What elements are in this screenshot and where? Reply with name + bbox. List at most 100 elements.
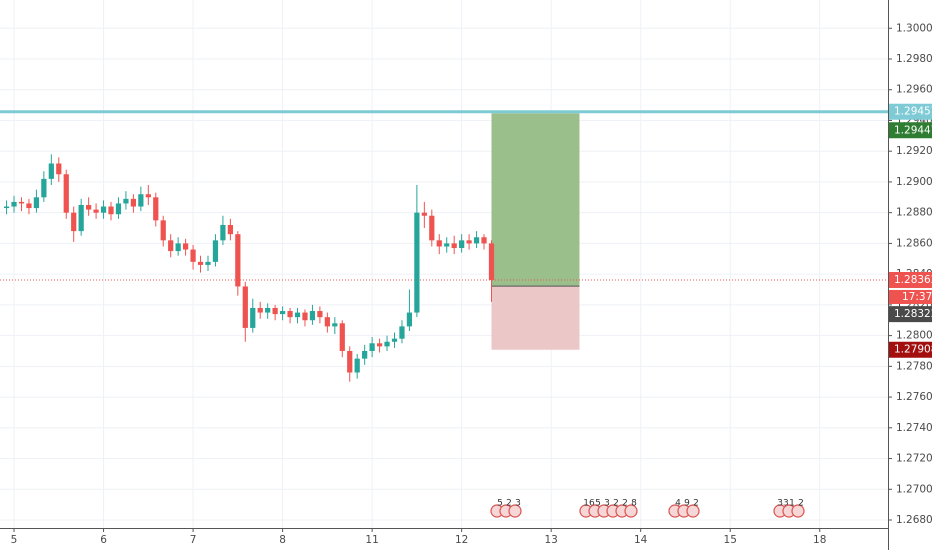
candle-body [488,243,495,280]
event-label: 9 [684,499,690,509]
event-label: 3 [515,499,521,509]
candle-body [93,209,99,213]
candle-body [279,311,286,315]
event-label: 2 [613,499,619,509]
candle-body [145,194,151,198]
x-tick-label: 14 [634,534,648,546]
event-label: 33 [777,499,788,509]
candle-body [220,224,226,241]
entry-label: 1.28322 [894,308,932,320]
candle-body [227,224,233,235]
candle-body [287,311,293,318]
profit-zone [491,113,580,287]
y-tick-label: 1.29600 [896,84,932,96]
candle-body [197,261,204,265]
x-tick-label: 15 [724,534,737,546]
candle-body [138,194,144,207]
candle-body [153,197,159,221]
event-label: 8 [631,499,637,509]
candle-body [250,307,256,328]
x-tick-label: 12 [455,534,468,546]
candle-body [399,326,405,339]
y-tick-label: 1.27800 [896,360,932,372]
candle-body [33,197,40,209]
candle-body [175,243,181,252]
event-label: 5 [595,499,601,509]
price-label-bg [889,271,932,288]
stop-label-bg [889,341,932,358]
y-tick-label: 1.28600 [896,237,932,249]
candle-body [123,198,129,204]
candle-body [429,215,435,241]
candle-body [115,203,122,215]
candle-body [384,341,390,347]
candle-body [41,178,47,198]
candle-body [56,163,62,175]
candle-body [86,204,92,210]
y-tick-label: 1.27400 [896,422,932,434]
candle-body [421,212,427,216]
candle-body [168,240,174,252]
candle-body [108,206,114,215]
candle-body [71,212,77,232]
x-tick-label: 7 [190,534,197,546]
candle-body [63,174,69,213]
candle-body [354,358,360,373]
candle-body [294,312,301,318]
candle-body [324,317,330,327]
candle-body [362,350,368,359]
candle-body [26,203,32,209]
candle-body [18,201,25,204]
event-label: 16 [583,499,595,509]
event-icon [624,504,638,518]
candle-body [212,240,219,262]
event-label: 3 [604,499,610,509]
y-tick-label: 1.29800 [896,53,932,65]
price-label: 1.28362 [894,274,932,286]
stop-label: 1.27908 [894,344,932,356]
candle-body [205,261,211,265]
y-tick-label: 1.27600 [896,391,932,403]
countdown-bg [889,289,932,304]
y-tick-label: 1.28800 [896,207,932,219]
event-label: 5 [497,499,503,509]
candle-body [242,286,248,328]
x-tick-label: 18 [813,534,826,546]
candle-body [466,240,472,244]
y-tick-label: 1.27200 [896,453,932,465]
x-tick-label: 8 [279,534,286,546]
candle-body [339,323,345,351]
x-tick-label: 6 [100,534,107,546]
y-tick-label: 1.29000 [896,176,932,188]
candle-body [48,163,54,179]
loss-zone [491,286,580,350]
candle-body [11,201,17,207]
candle-body [160,220,166,241]
x-tick-label: 11 [365,534,378,546]
countdown: 17:37 [902,291,932,303]
candle-body [391,338,398,342]
candle-body [265,307,271,313]
candle-body [183,243,189,250]
candle-body [406,312,413,327]
y-tick-label: 1.26800 [896,514,932,526]
event-label: 4 [675,499,681,509]
event-icon [791,504,805,518]
candle-body [302,312,308,321]
hline-label: 1.29457 [894,106,932,118]
candle-body [309,311,316,321]
x-tick-label: 13 [544,534,557,546]
event-label: 2 [506,499,512,509]
event-icon [508,504,522,518]
entry-label-bg [889,306,932,323]
candle-body [414,212,420,313]
y-tick-label: 1.27000 [896,483,932,495]
event-label: 2 [693,499,699,509]
hline-label-bg [889,103,932,120]
candle-body [190,249,196,262]
event-label: 1 [789,499,795,509]
candle-body [451,243,457,249]
candle-body [235,234,241,287]
